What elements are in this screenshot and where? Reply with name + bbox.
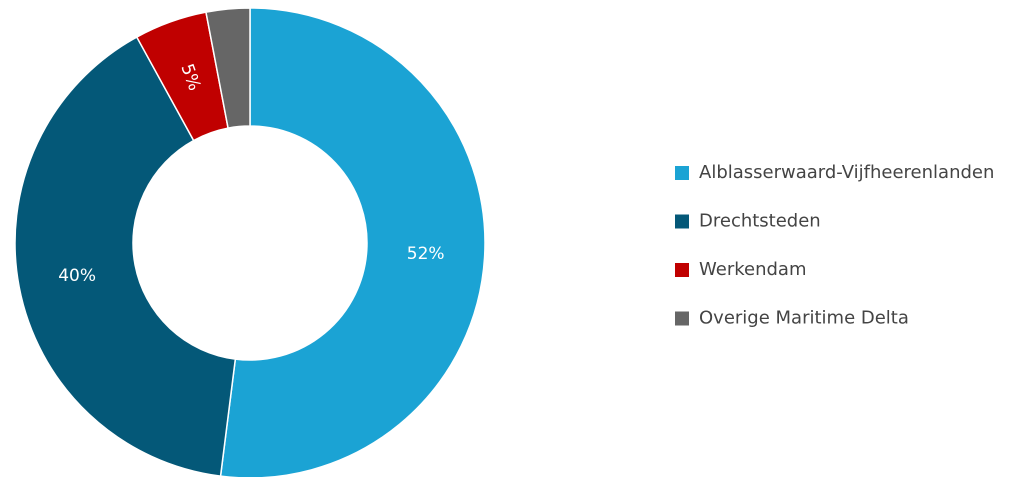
slice <box>14 36 237 477</box>
data-label: 52% <box>407 244 445 264</box>
data-label: 40% <box>58 266 96 286</box>
legend-swatch <box>675 166 689 180</box>
legend-swatch <box>675 214 689 229</box>
legend-label: Overige Maritime Delta <box>699 308 909 329</box>
legend-swatch <box>675 311 689 326</box>
legend-swatch <box>675 263 689 277</box>
legend-label: Werkendam <box>699 259 806 280</box>
slice <box>219 7 486 477</box>
legend-label: Drechtsteden <box>699 211 821 232</box>
slice <box>205 7 251 129</box>
legend-label: Alblasserwaard-Vijfheerenlanden <box>699 162 994 183</box>
